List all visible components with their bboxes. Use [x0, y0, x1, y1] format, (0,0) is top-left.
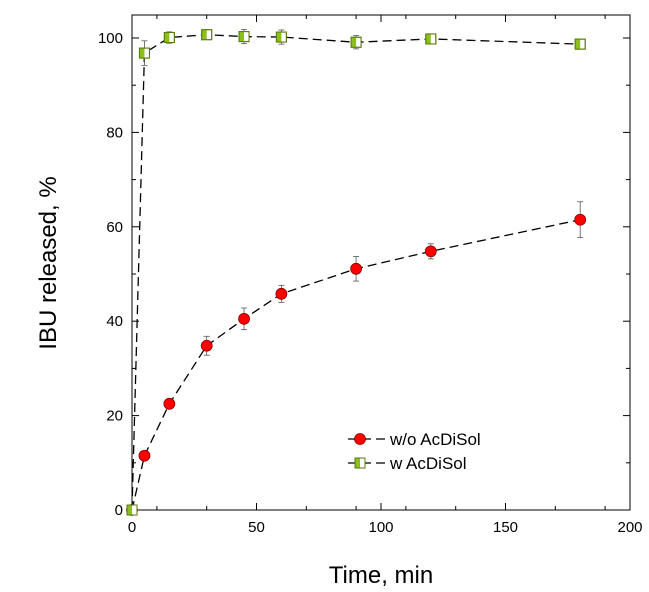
data-point — [574, 38, 586, 50]
data-point — [163, 397, 176, 410]
marker-square-fill — [239, 31, 245, 42]
data-point — [238, 312, 250, 325]
data-point — [350, 262, 363, 275]
marker-square-fill — [201, 29, 207, 40]
data-point — [201, 29, 213, 41]
data-point — [138, 449, 151, 462]
marker-square-fill — [164, 32, 170, 43]
marker-square-outline — [201, 29, 213, 41]
x-tick-label: 50 — [248, 519, 265, 536]
data-point — [126, 504, 138, 516]
marker-square-outline — [350, 36, 362, 48]
data-point — [574, 213, 587, 226]
ticks-layer: 0 50 100 150 200 0 20 40 60 80 100 — [98, 15, 643, 536]
y-tick-label: 60 — [106, 219, 123, 236]
legend-marker-0 — [354, 433, 366, 445]
data-point — [425, 33, 437, 45]
data-point — [275, 31, 287, 43]
data-point — [424, 245, 437, 258]
y-tick-label: 80 — [106, 124, 123, 141]
legend-label-w-acdisol: w AcDiSol — [389, 454, 467, 473]
marker-square-outline — [238, 31, 250, 43]
data-point — [138, 47, 150, 59]
y-tick-label: 20 — [106, 408, 123, 425]
x-tick-label: 200 — [617, 519, 642, 536]
series-1 — [126, 29, 586, 516]
legend-markers — [348, 433, 386, 469]
x-tick-label: 150 — [493, 519, 518, 536]
data-point — [275, 287, 288, 300]
marker-square-fill — [276, 32, 282, 43]
legend-marker-1 — [354, 457, 366, 469]
y-tick-label: 100 — [98, 30, 123, 47]
marker-square-fill — [351, 37, 357, 48]
marker-square-fill — [425, 33, 431, 44]
marker-square-outline — [354, 457, 366, 469]
plot-frame — [131, 14, 631, 511]
marker-square-fill — [139, 48, 145, 59]
data-point — [238, 31, 250, 43]
marker-square-fill — [355, 458, 360, 468]
marker-square-outline — [275, 31, 287, 43]
data-point — [350, 36, 362, 48]
legend: w/o AcDiSol w AcDiSol — [348, 430, 481, 473]
marker-square-fill — [575, 39, 581, 50]
marker-square-outline — [425, 33, 437, 45]
y-axis-title: IBU released, % — [35, 176, 62, 349]
x-tick-label: 100 — [368, 519, 393, 536]
y-tick-label: 40 — [106, 313, 123, 330]
legend-label-wo-acdisol: w/o AcDiSol — [389, 430, 481, 449]
data-point — [163, 32, 175, 44]
series-layer — [126, 29, 587, 516]
x-tick-label: 0 — [128, 519, 136, 536]
marker-square-outline — [574, 38, 586, 50]
data-point — [200, 339, 213, 352]
marker-square-outline — [138, 47, 150, 59]
marker-square-outline — [126, 504, 138, 516]
marker-square-fill — [127, 505, 132, 515]
y-tick-label: 0 — [115, 502, 123, 519]
marker-square-outline — [163, 32, 175, 44]
x-axis-title: Time, min — [329, 562, 433, 589]
